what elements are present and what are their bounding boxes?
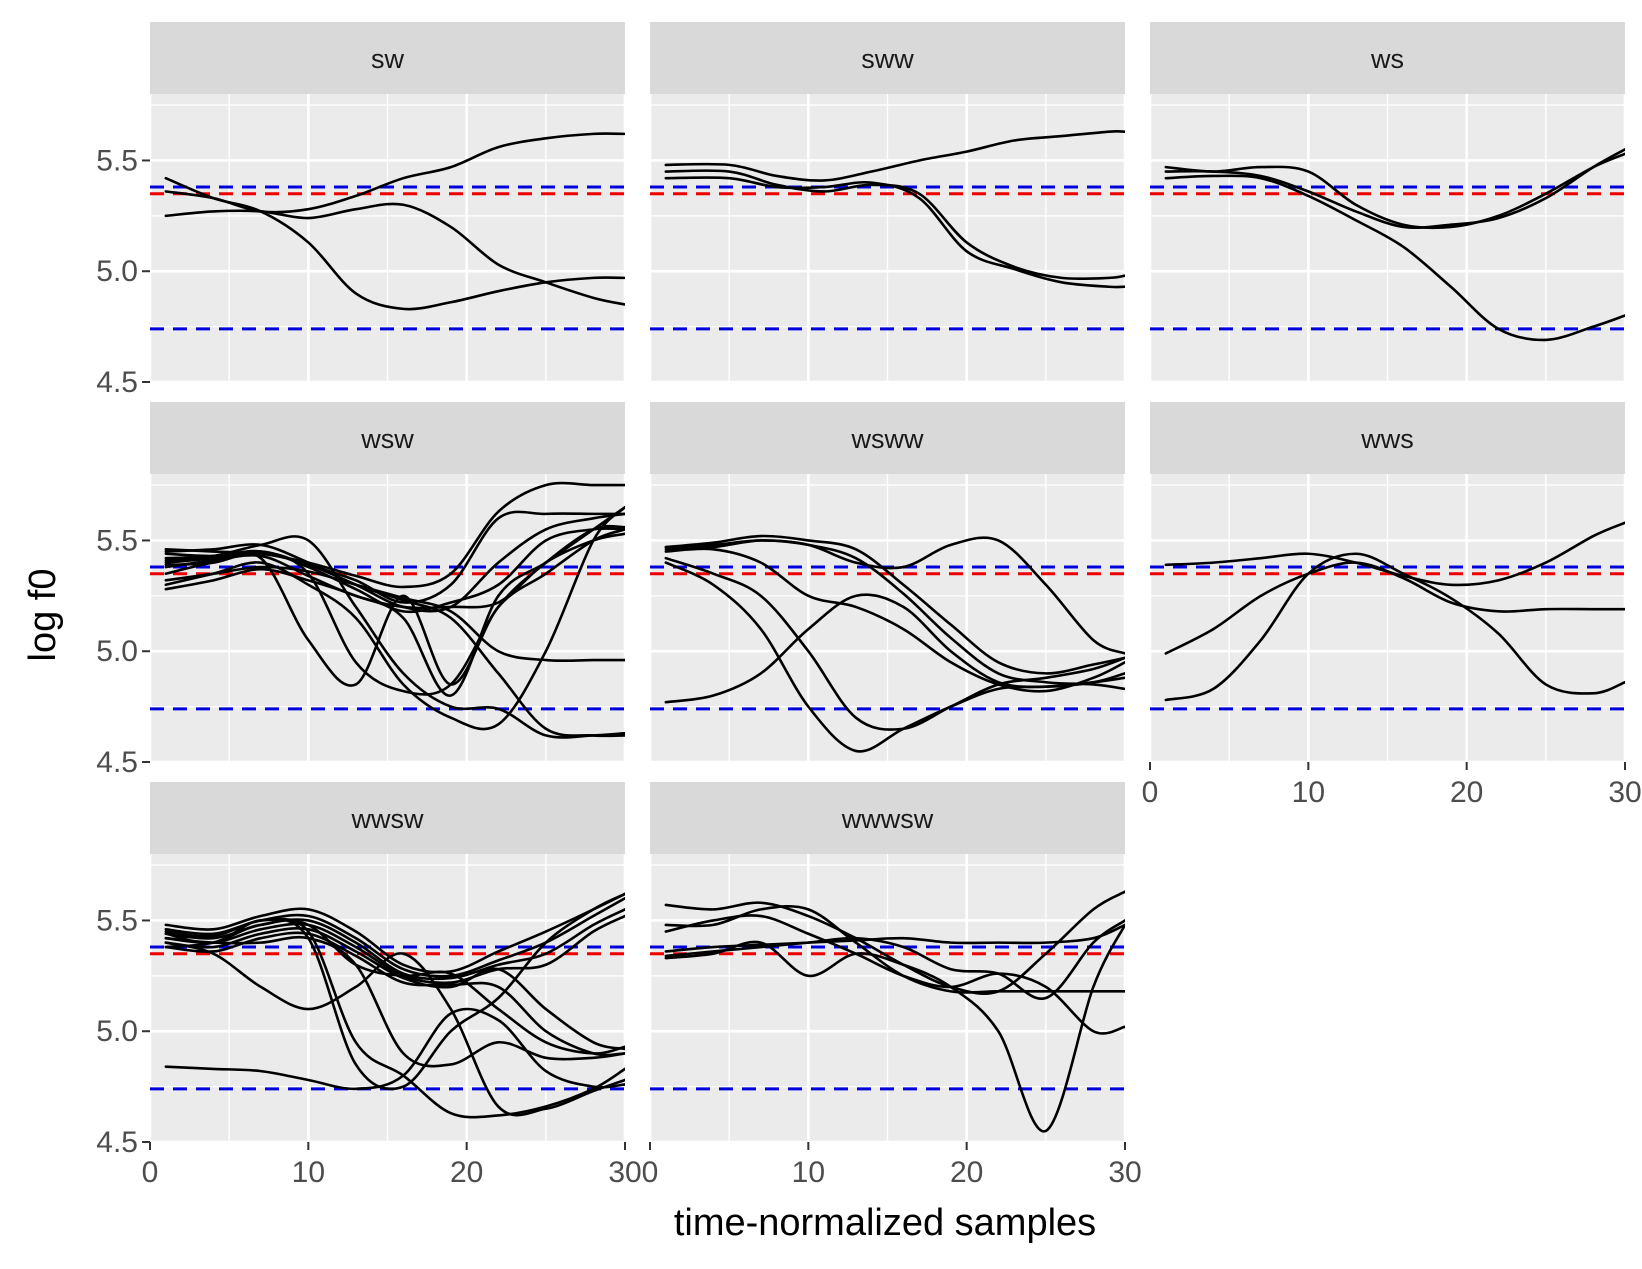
facet-strip xyxy=(650,782,1125,854)
x-tick-label: 30 xyxy=(1108,1156,1141,1189)
series-line xyxy=(164,892,625,1091)
series-group xyxy=(664,534,1125,753)
facet-label: sw xyxy=(371,44,405,74)
facet-strip xyxy=(150,782,625,854)
facet-panel-wws: wws 0 10 20 30 xyxy=(1142,402,1642,809)
x-tick-label: 20 xyxy=(950,1156,983,1189)
series-line xyxy=(164,941,625,1117)
series-line xyxy=(164,1007,625,1091)
facet-label: wsww xyxy=(851,424,924,454)
series-line xyxy=(164,532,625,610)
x-tick-label: 10 xyxy=(792,1156,825,1189)
series-group xyxy=(1164,148,1625,342)
series-line xyxy=(664,539,1125,691)
series-line xyxy=(1164,561,1625,655)
series-line xyxy=(164,176,625,311)
series-line xyxy=(1164,148,1625,230)
series-line xyxy=(664,923,1125,1133)
facet-panel-wsw: wsw 4.5 5.0 5.5 xyxy=(96,402,627,779)
y-tick-label: 4.5 xyxy=(96,746,138,779)
series-line xyxy=(664,593,1125,704)
y-tick-label: 5.5 xyxy=(96,144,138,177)
y-tick-label: 5.0 xyxy=(96,1015,138,1048)
series-line xyxy=(164,931,625,1057)
series-line xyxy=(164,505,625,697)
facet-panel-sw: sw 4.5 5.0 5.5 xyxy=(96,22,627,399)
series-line xyxy=(1164,552,1625,702)
facet-panel-wwwsw: wwwsw 0 10 20 30 xyxy=(642,782,1142,1189)
series-line xyxy=(1164,521,1625,587)
facet-panel-wsww: wsww xyxy=(648,402,1127,764)
series-line xyxy=(664,914,1125,1035)
series-line xyxy=(664,534,1125,675)
facet-label: wwwsw xyxy=(841,804,934,834)
series-line xyxy=(164,935,625,1068)
facet-strip xyxy=(1150,22,1625,94)
x-tick-label: 0 xyxy=(642,1156,659,1189)
facet-label: ws xyxy=(1370,44,1404,74)
series-line xyxy=(664,176,1125,289)
series-group xyxy=(164,892,625,1119)
series-line xyxy=(1164,174,1625,342)
series-line xyxy=(664,919,1125,1000)
series-line xyxy=(664,547,1125,693)
y-tick-label: 5.0 xyxy=(96,255,138,288)
x-tick-label: 0 xyxy=(142,1156,159,1189)
facet-strip xyxy=(150,402,625,474)
series-line xyxy=(164,528,625,687)
x-tick-label: 30 xyxy=(608,1156,641,1189)
x-axis-title: time-normalized samples xyxy=(674,1202,1096,1244)
series-line xyxy=(664,130,1125,182)
y-tick-label: 5.5 xyxy=(96,904,138,937)
series-line xyxy=(164,565,625,663)
x-tick-label: 10 xyxy=(1292,776,1325,809)
facet-label: wwsw xyxy=(351,804,424,834)
x-tick-label: 10 xyxy=(292,1156,325,1189)
facet-strip xyxy=(150,22,625,94)
series-line xyxy=(164,892,625,974)
y-tick-label: 5.0 xyxy=(96,635,138,668)
facet-label: wsw xyxy=(360,424,414,454)
x-tick-label: 20 xyxy=(450,1156,483,1189)
series-line xyxy=(664,169,1125,281)
series-group xyxy=(1164,521,1625,702)
series-line xyxy=(164,543,625,738)
facet-strip xyxy=(650,22,1125,94)
series-line xyxy=(164,927,625,1051)
series-line xyxy=(164,535,625,739)
x-tick-label: 0 xyxy=(1142,776,1159,809)
facet-label: wws xyxy=(1360,424,1414,454)
facet-panel-wwsw: wwsw 4.5 5.0 5.5 0 10 20 30 xyxy=(96,782,642,1189)
y-tick-label: 4.5 xyxy=(96,366,138,399)
x-tick-label: 20 xyxy=(1450,776,1483,809)
series-line xyxy=(164,202,625,306)
y-tick-label: 4.5 xyxy=(96,1126,138,1159)
series-group xyxy=(164,481,625,739)
facet-strip xyxy=(650,402,1125,474)
series-line xyxy=(664,923,1125,953)
facet-label: sww xyxy=(861,44,914,74)
series-group xyxy=(164,132,625,311)
series-group xyxy=(664,890,1125,1133)
facet-panel-sww: sww xyxy=(648,22,1127,384)
series-line xyxy=(164,918,625,1119)
x-tick-label: 30 xyxy=(1608,776,1641,809)
facet-panel-ws: ws xyxy=(1148,22,1627,384)
series-group xyxy=(664,130,1125,289)
series-line xyxy=(164,132,625,214)
y-axis-title: log f0 xyxy=(22,569,64,662)
series-line xyxy=(164,505,625,731)
y-tick-label: 5.5 xyxy=(96,524,138,557)
facet-strip xyxy=(1150,402,1625,474)
series-line xyxy=(1164,152,1625,230)
